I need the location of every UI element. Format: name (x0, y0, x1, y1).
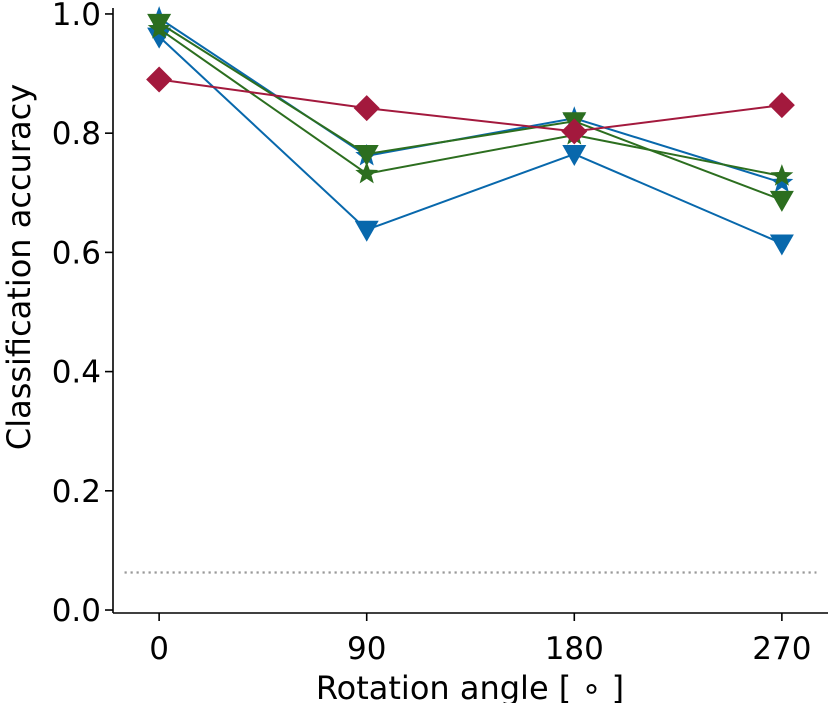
y-tick-label: 0.4 (52, 355, 101, 391)
data-point-diamond (561, 118, 588, 145)
x-tick-label: 0 (149, 631, 169, 667)
x-tick-label: 270 (752, 631, 811, 667)
data-point-triangle (769, 190, 794, 212)
y-tick-label: 1.0 (52, 0, 101, 33)
series-blue-triangle (147, 27, 794, 256)
y-axis-label: Classification accuracy (0, 84, 38, 450)
y-tick-label: 0.8 (52, 116, 101, 152)
data-point-diamond (146, 66, 173, 93)
data-point-star (147, 16, 171, 39)
series-green-star (147, 16, 794, 186)
series-green-triangle (147, 13, 794, 212)
x-tick-label: 180 (545, 631, 604, 667)
axes-layer: 0.0 0.2 0.4 0.6 0.8 1.0 0 90 180 270 (52, 0, 828, 667)
series-red-diamond (146, 66, 795, 145)
data-point-star (770, 170, 794, 193)
x-tick-label: 90 (347, 631, 386, 667)
series-line (158, 28, 783, 178)
data-point-triangle (562, 145, 587, 167)
data-point-diamond (768, 92, 795, 119)
series-layer (146, 6, 795, 256)
data-point-triangle (354, 145, 379, 167)
series-line (158, 78, 782, 133)
data-point-triangle (769, 234, 794, 256)
data-point-diamond (353, 95, 380, 122)
series-blue-star (147, 6, 794, 193)
series-line (158, 35, 783, 245)
y-tick-label: 0.6 (52, 235, 101, 271)
x-axis-label: Rotation angle [ ∘ ] (316, 669, 624, 703)
data-point-star (770, 164, 794, 186)
data-point-star (355, 161, 379, 184)
series-line (158, 22, 783, 201)
y-tick-label: 0.0 (52, 593, 101, 629)
y-tick-label: 0.2 (52, 474, 101, 510)
data-point-triangle (354, 220, 379, 242)
